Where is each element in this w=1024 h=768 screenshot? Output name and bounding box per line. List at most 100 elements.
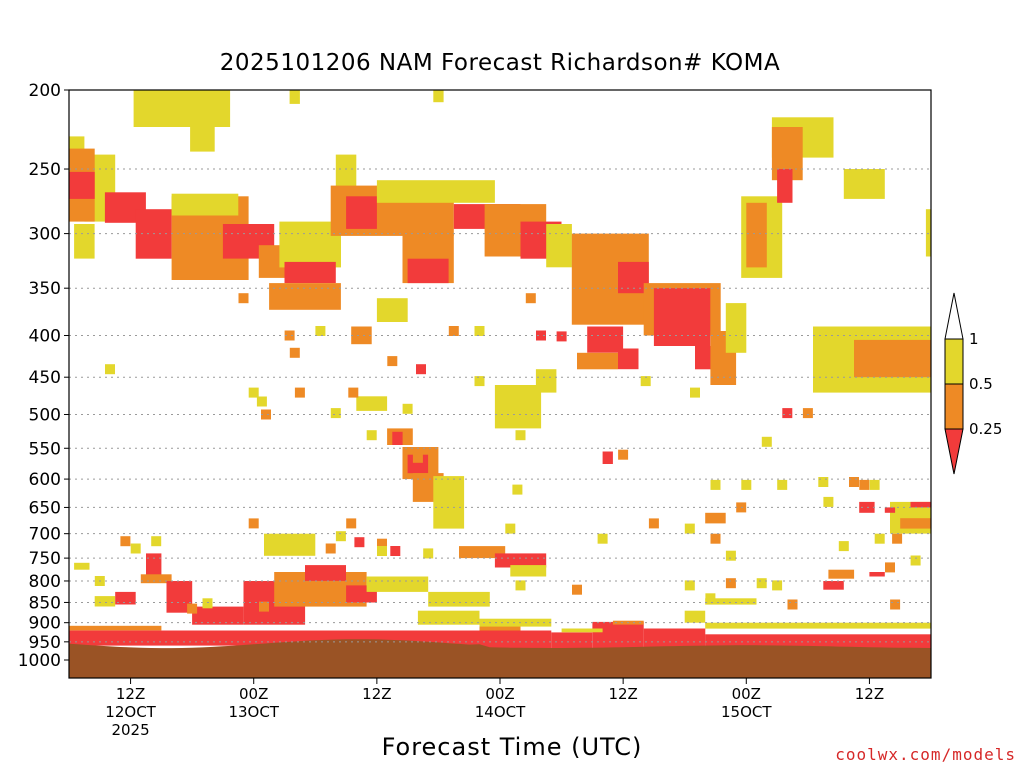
ri-cell-71 [772, 580, 783, 591]
ri-region-59 [74, 562, 90, 570]
ri-region-16 [284, 261, 336, 284]
ground-fill [69, 639, 931, 678]
ri-region-69 [264, 533, 316, 556]
ri-cell-68 [705, 593, 716, 604]
xtick-label-3-1: 14OCT [475, 703, 526, 721]
ri-cell-21 [515, 430, 526, 441]
ri-region-74 [494, 553, 547, 568]
ri-cell-1 [105, 364, 115, 375]
ri-cell-37 [869, 479, 880, 490]
ri-cell-49 [725, 550, 736, 561]
ri-region-60 [94, 596, 116, 607]
xtick-label-6-0: 12Z [855, 685, 884, 703]
ri-region-78 [828, 569, 855, 579]
ri-cell-73 [885, 562, 895, 573]
ytick-label-900: 900 [29, 614, 61, 634]
ri-cell-6 [261, 409, 271, 420]
ri-cell-15 [402, 403, 413, 414]
ytick-label-350: 350 [29, 279, 61, 299]
xtick-label-5-0: 00Z [732, 685, 761, 703]
ri-cell-76 [572, 584, 582, 595]
ri-region-45 [854, 339, 931, 378]
ytick-label-550: 550 [29, 439, 61, 459]
credit-text: coolwx.com/models [835, 745, 1016, 764]
ri-region-88 [479, 624, 521, 633]
ri-cell-58 [151, 536, 162, 547]
xtick-label-5-1: 15OCT [721, 703, 772, 721]
ri-region-87 [417, 610, 480, 625]
ri-cell-23 [525, 293, 536, 304]
ri-region-57 [535, 369, 557, 393]
ri-cell-26 [618, 449, 629, 460]
ytick-label-500: 500 [29, 406, 61, 426]
legend-bottom-arrow [944, 428, 964, 475]
ri-region-47 [351, 326, 372, 345]
ri-region-20 [346, 196, 377, 229]
ri-cell-10 [315, 326, 326, 336]
ri-cell-61 [202, 598, 213, 609]
ri-cell-56 [120, 536, 131, 547]
xtick-label-1-1: 13OCT [228, 703, 279, 721]
ri-cell-63 [325, 543, 336, 554]
ytick-label-950: 950 [29, 633, 61, 653]
ri-cell-22 [512, 484, 523, 495]
ri-cell-60 [187, 603, 198, 614]
xtick-label-0-2: 2025 [111, 721, 149, 739]
ri-cell-13 [366, 430, 377, 441]
ytick-label-400: 400 [29, 326, 61, 346]
ytick-label-250: 250 [29, 160, 61, 180]
ri-region-34 [618, 348, 639, 370]
ri-cell-7 [284, 330, 295, 341]
legend-label-2: 0.25 [969, 420, 1002, 438]
ri-region-26 [407, 258, 449, 284]
legend-yellow-band [944, 338, 964, 385]
ri-region-0 [133, 90, 231, 127]
ri-cell-47 [710, 533, 721, 544]
x-axis-label: Forecast Time (UTC) [381, 733, 643, 761]
ri-cell-8 [289, 347, 300, 358]
ri-cell-2 [199, 102, 210, 113]
ri-region-98 [561, 628, 603, 633]
ri-cell-18 [448, 326, 459, 336]
ytick-label-300: 300 [29, 225, 61, 245]
ri-region-27 [546, 224, 572, 268]
ri-region-35 [695, 346, 716, 370]
ri-cell-36 [849, 477, 859, 487]
ri-cell-70 [756, 578, 767, 589]
ytick-label-700: 700 [29, 525, 61, 545]
ri-cell-27 [640, 376, 651, 387]
ri-cell-9 [294, 387, 305, 398]
ri-cell-51 [874, 533, 885, 544]
ri-region-42 [777, 169, 793, 203]
ri-cell-53 [823, 496, 834, 507]
ri-region-73 [459, 546, 506, 559]
plot-fills [69, 90, 931, 651]
ri-cell-45 [648, 518, 659, 529]
ytick-label-800: 800 [29, 572, 61, 592]
ri-region-39 [746, 202, 767, 268]
ytick-label-200: 200 [29, 81, 61, 101]
ri-region-49 [376, 298, 408, 322]
ri-region-72 [428, 591, 490, 607]
ri-region-51 [392, 431, 403, 445]
ri-cell-32 [777, 479, 788, 490]
ri-cell-12 [348, 387, 359, 398]
ri-region-95 [592, 621, 644, 651]
ri-cell-35 [818, 477, 829, 487]
ri-cell-75 [515, 580, 526, 591]
ri-cell-19 [474, 326, 485, 336]
ri-region-32 [587, 326, 624, 353]
xtick-label-2-0: 12Z [362, 685, 391, 703]
ri-cell-57 [130, 543, 141, 554]
ri-cell-44 [597, 533, 608, 544]
ri-cell-50 [838, 541, 849, 552]
ytick-label-600: 600 [29, 470, 61, 490]
ri-cell-55 [892, 533, 903, 544]
ri-region-62 [146, 553, 162, 577]
ri-cell-0 [80, 234, 91, 245]
ri-cell-17 [412, 452, 423, 463]
ri-cell-39 [346, 518, 357, 529]
ri-cell-11 [330, 408, 341, 419]
ri-cell-40 [354, 537, 365, 548]
